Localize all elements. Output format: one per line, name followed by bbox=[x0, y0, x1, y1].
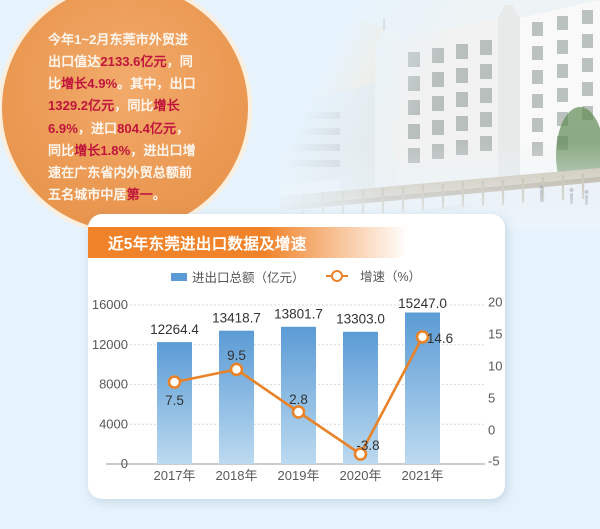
svg-text:15247.0: 15247.0 bbox=[398, 296, 447, 311]
svg-text:2021年: 2021年 bbox=[402, 468, 444, 483]
svg-text:13418.7: 13418.7 bbox=[212, 311, 261, 326]
svg-text:2019年: 2019年 bbox=[278, 468, 320, 483]
svg-text:2018年: 2018年 bbox=[216, 468, 258, 483]
svg-text:13303.0: 13303.0 bbox=[336, 312, 385, 327]
svg-text:13801.7: 13801.7 bbox=[274, 307, 323, 322]
svg-text:2017年: 2017年 bbox=[154, 468, 196, 483]
svg-text:-5: -5 bbox=[488, 454, 500, 469]
svg-text:4000: 4000 bbox=[99, 416, 128, 431]
svg-text:2.8: 2.8 bbox=[289, 392, 308, 407]
svg-text:15: 15 bbox=[488, 327, 502, 342]
svg-text:8000: 8000 bbox=[99, 377, 128, 392]
svg-text:12000: 12000 bbox=[92, 337, 128, 352]
svg-text:0: 0 bbox=[488, 423, 495, 438]
svg-text:14.6: 14.6 bbox=[427, 331, 453, 346]
svg-text:7.5: 7.5 bbox=[165, 393, 184, 408]
svg-text:16000: 16000 bbox=[92, 297, 128, 312]
svg-text:0: 0 bbox=[121, 456, 128, 471]
svg-text:10: 10 bbox=[488, 359, 502, 374]
svg-text:9.5: 9.5 bbox=[227, 348, 246, 363]
svg-text:12264.4: 12264.4 bbox=[150, 322, 199, 337]
svg-text:-3.8: -3.8 bbox=[356, 438, 379, 453]
svg-text:2020年: 2020年 bbox=[340, 468, 382, 483]
svg-text:5: 5 bbox=[488, 391, 495, 406]
svg-text:20: 20 bbox=[488, 295, 502, 310]
